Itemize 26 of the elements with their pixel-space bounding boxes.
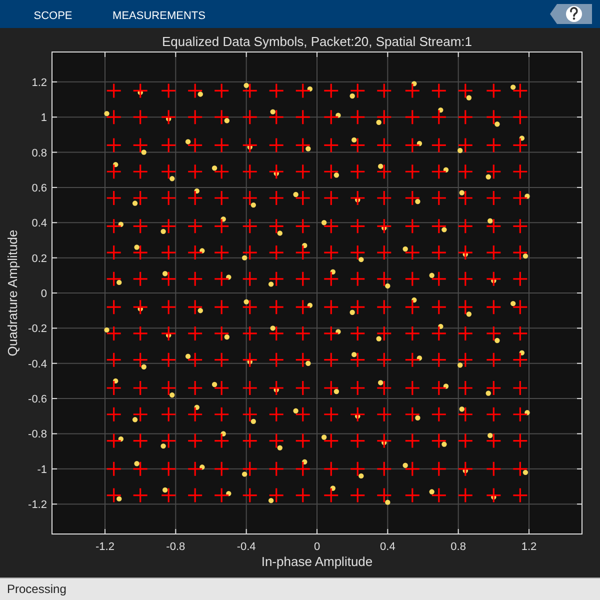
y-tick-label: 1	[40, 112, 47, 124]
x-tick-label: 0.4	[380, 541, 396, 553]
y-tick-label: -1.2	[28, 499, 47, 512]
x-tick-label: -0.4	[236, 541, 256, 553]
text: Processing	[7, 582, 66, 596]
text: MEASUREMENTS	[112, 10, 206, 22]
y-tick-label: -0.2	[28, 323, 47, 336]
text: SCOPE	[34, 10, 72, 22]
y-tick-label: -1	[37, 464, 47, 476]
chart-title: Equalized Data Symbols, Packet:20, Spatial Stream:1	[162, 34, 472, 49]
x-tick-label: 0.8	[450, 541, 466, 553]
x-tick-label: -1.2	[96, 541, 114, 553]
x-tick-label: 0	[314, 541, 320, 553]
x-tick-label: 1.2	[521, 541, 537, 553]
y-tick-label: -0.8	[28, 428, 47, 441]
y-tick-label: -0.6	[28, 394, 47, 406]
y-tick-label: 0.8	[32, 147, 47, 160]
y-tick-label: 0	[40, 288, 47, 300]
x-axis-title: In-phase Amplitude	[261, 554, 373, 569]
y-tick-label: 1.2	[32, 76, 47, 89]
y-tick-label: -0.4	[28, 358, 47, 370]
y-tick-label: 0.4	[32, 218, 47, 230]
y-tick-label: 0.6	[32, 182, 47, 194]
x-tick-label: -0.8	[166, 541, 186, 553]
y-tick-label: 0.2	[32, 252, 47, 265]
y-axis-title: Quadrature Amplitude	[5, 230, 20, 356]
